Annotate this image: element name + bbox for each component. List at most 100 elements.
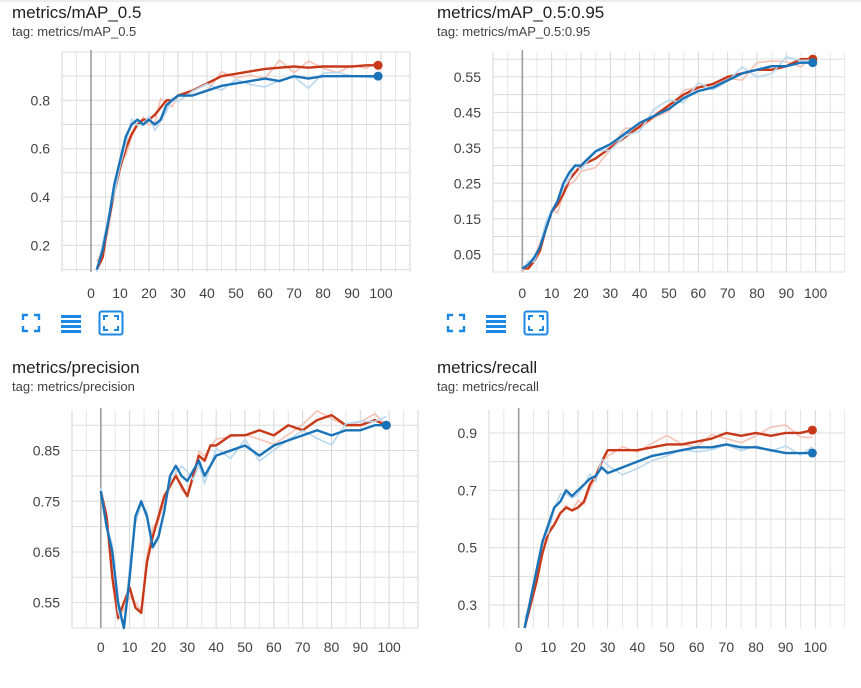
line-chart[interactable]: 0.05 0.15 0.25 0.35 0.45 0.55 0 10 20 30 40 50 60 70 8… [425,0,845,310]
x-tick-label: 90 [779,285,795,301]
y-tick-label: 0.6 [31,141,51,157]
x-tick-label: 60 [257,285,273,301]
x-tick-label: 100 [804,639,828,655]
line-chart[interactable]: 0.55 0.65 0.75 0.85 0 10 20 30 40 50 60 70 80 90 100 [0,355,420,666]
x-tick-label: 70 [286,285,302,301]
chart-tag: tag: metrics/recall [437,379,539,394]
series-line [99,413,387,620]
y-tick-label: 0.55 [454,69,481,85]
series-line [95,64,379,271]
x-tick-label: 40 [632,285,648,301]
y-tick-label: 0.2 [31,237,51,253]
x-tick-label: 10 [122,639,138,655]
y-tick-label: 0.8 [31,92,51,108]
x-tick-label: 80 [749,285,765,301]
series-raw-line [96,59,379,263]
x-tick-label: 70 [719,639,735,655]
x-tick-label: 40 [199,285,215,301]
y-tick-label: 0.45 [454,104,481,120]
series-end-point [807,425,817,435]
chart-card-recall: metrics/recall tag: metrics/recall 0.3 0.… [425,355,845,688]
x-tick-label: 10 [541,639,557,655]
fit-domain-icon[interactable] [98,310,124,336]
x-tick-label: 20 [570,639,586,655]
series-end-point [373,60,383,70]
data-table-icon[interactable] [58,310,84,336]
y-tick-label: 0.85 [33,443,60,459]
x-tick-label: 40 [208,639,224,655]
grid [61,51,411,272]
y-tick-label: 0.55 [33,595,60,611]
x-tick-label: 80 [748,639,764,655]
x-tick-label: 0 [97,639,105,655]
x-tick-label: 100 [804,285,828,301]
x-tick-label: 60 [266,639,282,655]
line-chart[interactable]: 0.2 0.4 0.6 0.8 0 10 20 30 40 50 60 70 80 90 100 [0,0,420,310]
x-tick-label: 20 [151,639,167,655]
y-tick-label: 0.7 [458,482,478,498]
series-line [523,428,813,629]
x-tick-label: 80 [315,285,331,301]
x-tick-label: 90 [353,639,369,655]
series-line [95,74,379,270]
chart-title: metrics/precision [12,358,140,377]
x-tick-label: 90 [344,285,360,301]
y-tick-label: 0.9 [458,425,478,441]
y-tick-label: 0.35 [454,140,481,156]
series-raw-line [523,443,813,620]
series-raw-line [96,71,379,273]
line-chart[interactable]: 0.3 0.5 0.7 0.9 0 10 20 30 40 50 60 70 80 90 100 [425,355,845,666]
grid [71,410,419,629]
x-tick-label: 30 [180,639,196,655]
data-table-icon[interactable] [483,310,509,336]
x-tick-label: 100 [377,639,401,655]
fullscreen-icon[interactable] [18,310,44,336]
x-tick-label: 100 [369,285,393,301]
grid [488,410,845,628]
x-tick-label: 0 [87,285,95,301]
x-tick-label: 60 [691,285,707,301]
x-tick-label: 30 [600,639,616,655]
x-tick-label: 50 [237,639,253,655]
x-tick-label: 50 [659,639,675,655]
x-tick-label: 80 [324,639,340,655]
x-tick-label: 50 [228,285,244,301]
x-tick-label: 0 [518,285,526,301]
x-tick-label: 20 [141,285,157,301]
chart-tag: tag: metrics/mAP_0.5:0.95 [437,24,591,39]
x-tick-label: 70 [720,285,736,301]
x-tick-label: 70 [295,639,311,655]
chart-title: metrics/mAP_0.5:0.95 [437,3,605,22]
x-tick-label: 60 [689,639,705,655]
series-line [521,61,813,270]
grid [492,52,845,273]
chart-card-map-0-5-0-95: metrics/mAP_0.5:0.95 tag: metrics/mAP_0.… [425,0,845,336]
y-tick-label: 0.25 [454,175,481,191]
x-tick-label: 90 [778,639,794,655]
y-tick-label: 0.3 [458,597,478,613]
y-tick-label: 0.5 [458,540,478,556]
y-tick-label: 0.05 [454,246,481,262]
x-tick-label: 40 [630,639,646,655]
series-raw-line [521,56,813,271]
chart-card-precision: metrics/precision tag: metrics/precision… [0,355,420,688]
series-end-point [373,71,383,81]
y-tick-label: 0.4 [31,189,51,205]
x-tick-label: 50 [661,285,677,301]
series-end-point [808,58,818,68]
series-end-point [381,420,391,430]
y-tick-label: 0.75 [33,493,60,509]
fit-domain-icon[interactable] [523,310,549,336]
x-tick-label: 10 [112,285,128,301]
chart-title: metrics/recall [437,358,538,377]
series-line [523,443,813,629]
chart-tag: tag: metrics/mAP_0.5 [12,24,137,39]
chart-title: metrics/mAP_0.5 [12,3,142,22]
series-end-point [807,448,817,458]
y-tick-label: 0.65 [33,544,60,560]
y-tick-label: 0.15 [454,211,481,227]
series-line [99,424,387,630]
x-tick-label: 10 [544,285,560,301]
fullscreen-icon[interactable] [443,310,469,336]
chart-card-map-0-5: metrics/mAP_0.5 tag: metrics/mAP_0.5 0.2… [0,0,420,336]
